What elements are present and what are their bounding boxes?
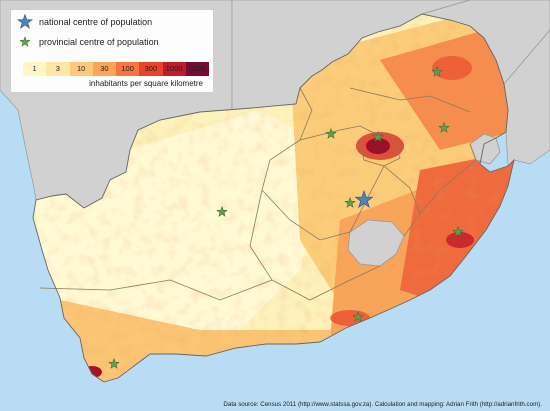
scale-swatch-2	[69, 62, 93, 76]
scale-swatch-4	[116, 62, 140, 76]
scale-tick-7: 3000	[189, 64, 206, 73]
map-legend: national centre of population provincial…	[10, 9, 214, 93]
border-gauteng-mpumalanga	[359, 131, 401, 167]
provincial-centre-star-eastern-cape	[352, 310, 364, 323]
south-africa-outline	[32, 13, 515, 383]
scale-tick-6: 1000	[165, 64, 183, 73]
provincial-centre-star-northern-cape	[216, 205, 228, 218]
scale-tick-1: 3	[55, 64, 60, 73]
legend-national-row: national centre of population	[17, 14, 152, 30]
border-limpopo	[349, 87, 471, 113]
provincial-centre-star-mpumalanga	[438, 121, 450, 134]
scale-tick-2: 10	[76, 64, 86, 73]
provincial-centre-star-limpopo	[431, 65, 443, 78]
national-centre-star	[354, 190, 374, 209]
border-kwazulu-natal	[419, 143, 477, 215]
scale-tick-3: 30	[100, 64, 109, 73]
legend-provincial-row: provincial centre of population	[17, 34, 159, 50]
scale-swatch-0	[23, 62, 47, 76]
density-scale-ticks: 1 3 10 30 100 300 1000 3000	[23, 64, 209, 76]
density-scale-caption: inhabitants per square kilometre	[89, 79, 203, 88]
legend-national-label: national centre of population	[39, 17, 153, 27]
provincial-centre-star-kwazulu-natal	[452, 225, 464, 238]
scale-tick-0: 1	[32, 64, 37, 73]
scale-swatch-3	[92, 62, 116, 76]
data-source-note: Data source: Census 2011 (http://www.sta…	[223, 401, 542, 408]
scale-swatch-5	[139, 62, 163, 76]
national-star-icon	[17, 14, 33, 29]
legend-provincial-label: provincial centre of population	[39, 37, 159, 47]
provincial-centre-star-western-cape	[108, 357, 120, 370]
provincial-centre-star-gauteng	[372, 130, 384, 143]
population-centres	[108, 65, 464, 370]
scale-swatch-1	[46, 62, 70, 76]
provincial-centre-star-north-west	[325, 127, 337, 140]
border-western-cape	[39, 279, 273, 301]
provincial-star-icon	[19, 35, 31, 47]
border-north-west-gauteng	[299, 125, 373, 141]
lesotho	[347, 219, 405, 267]
scale-tick-5: 300	[144, 64, 158, 73]
scale-swatch-7	[185, 62, 209, 76]
border-eastern-cape	[249, 189, 381, 301]
provincial-centre-star-free-state	[344, 196, 356, 209]
scale-tick-4: 100	[121, 64, 134, 73]
scale-swatch-6	[162, 62, 186, 76]
density-color-scale	[23, 62, 209, 76]
